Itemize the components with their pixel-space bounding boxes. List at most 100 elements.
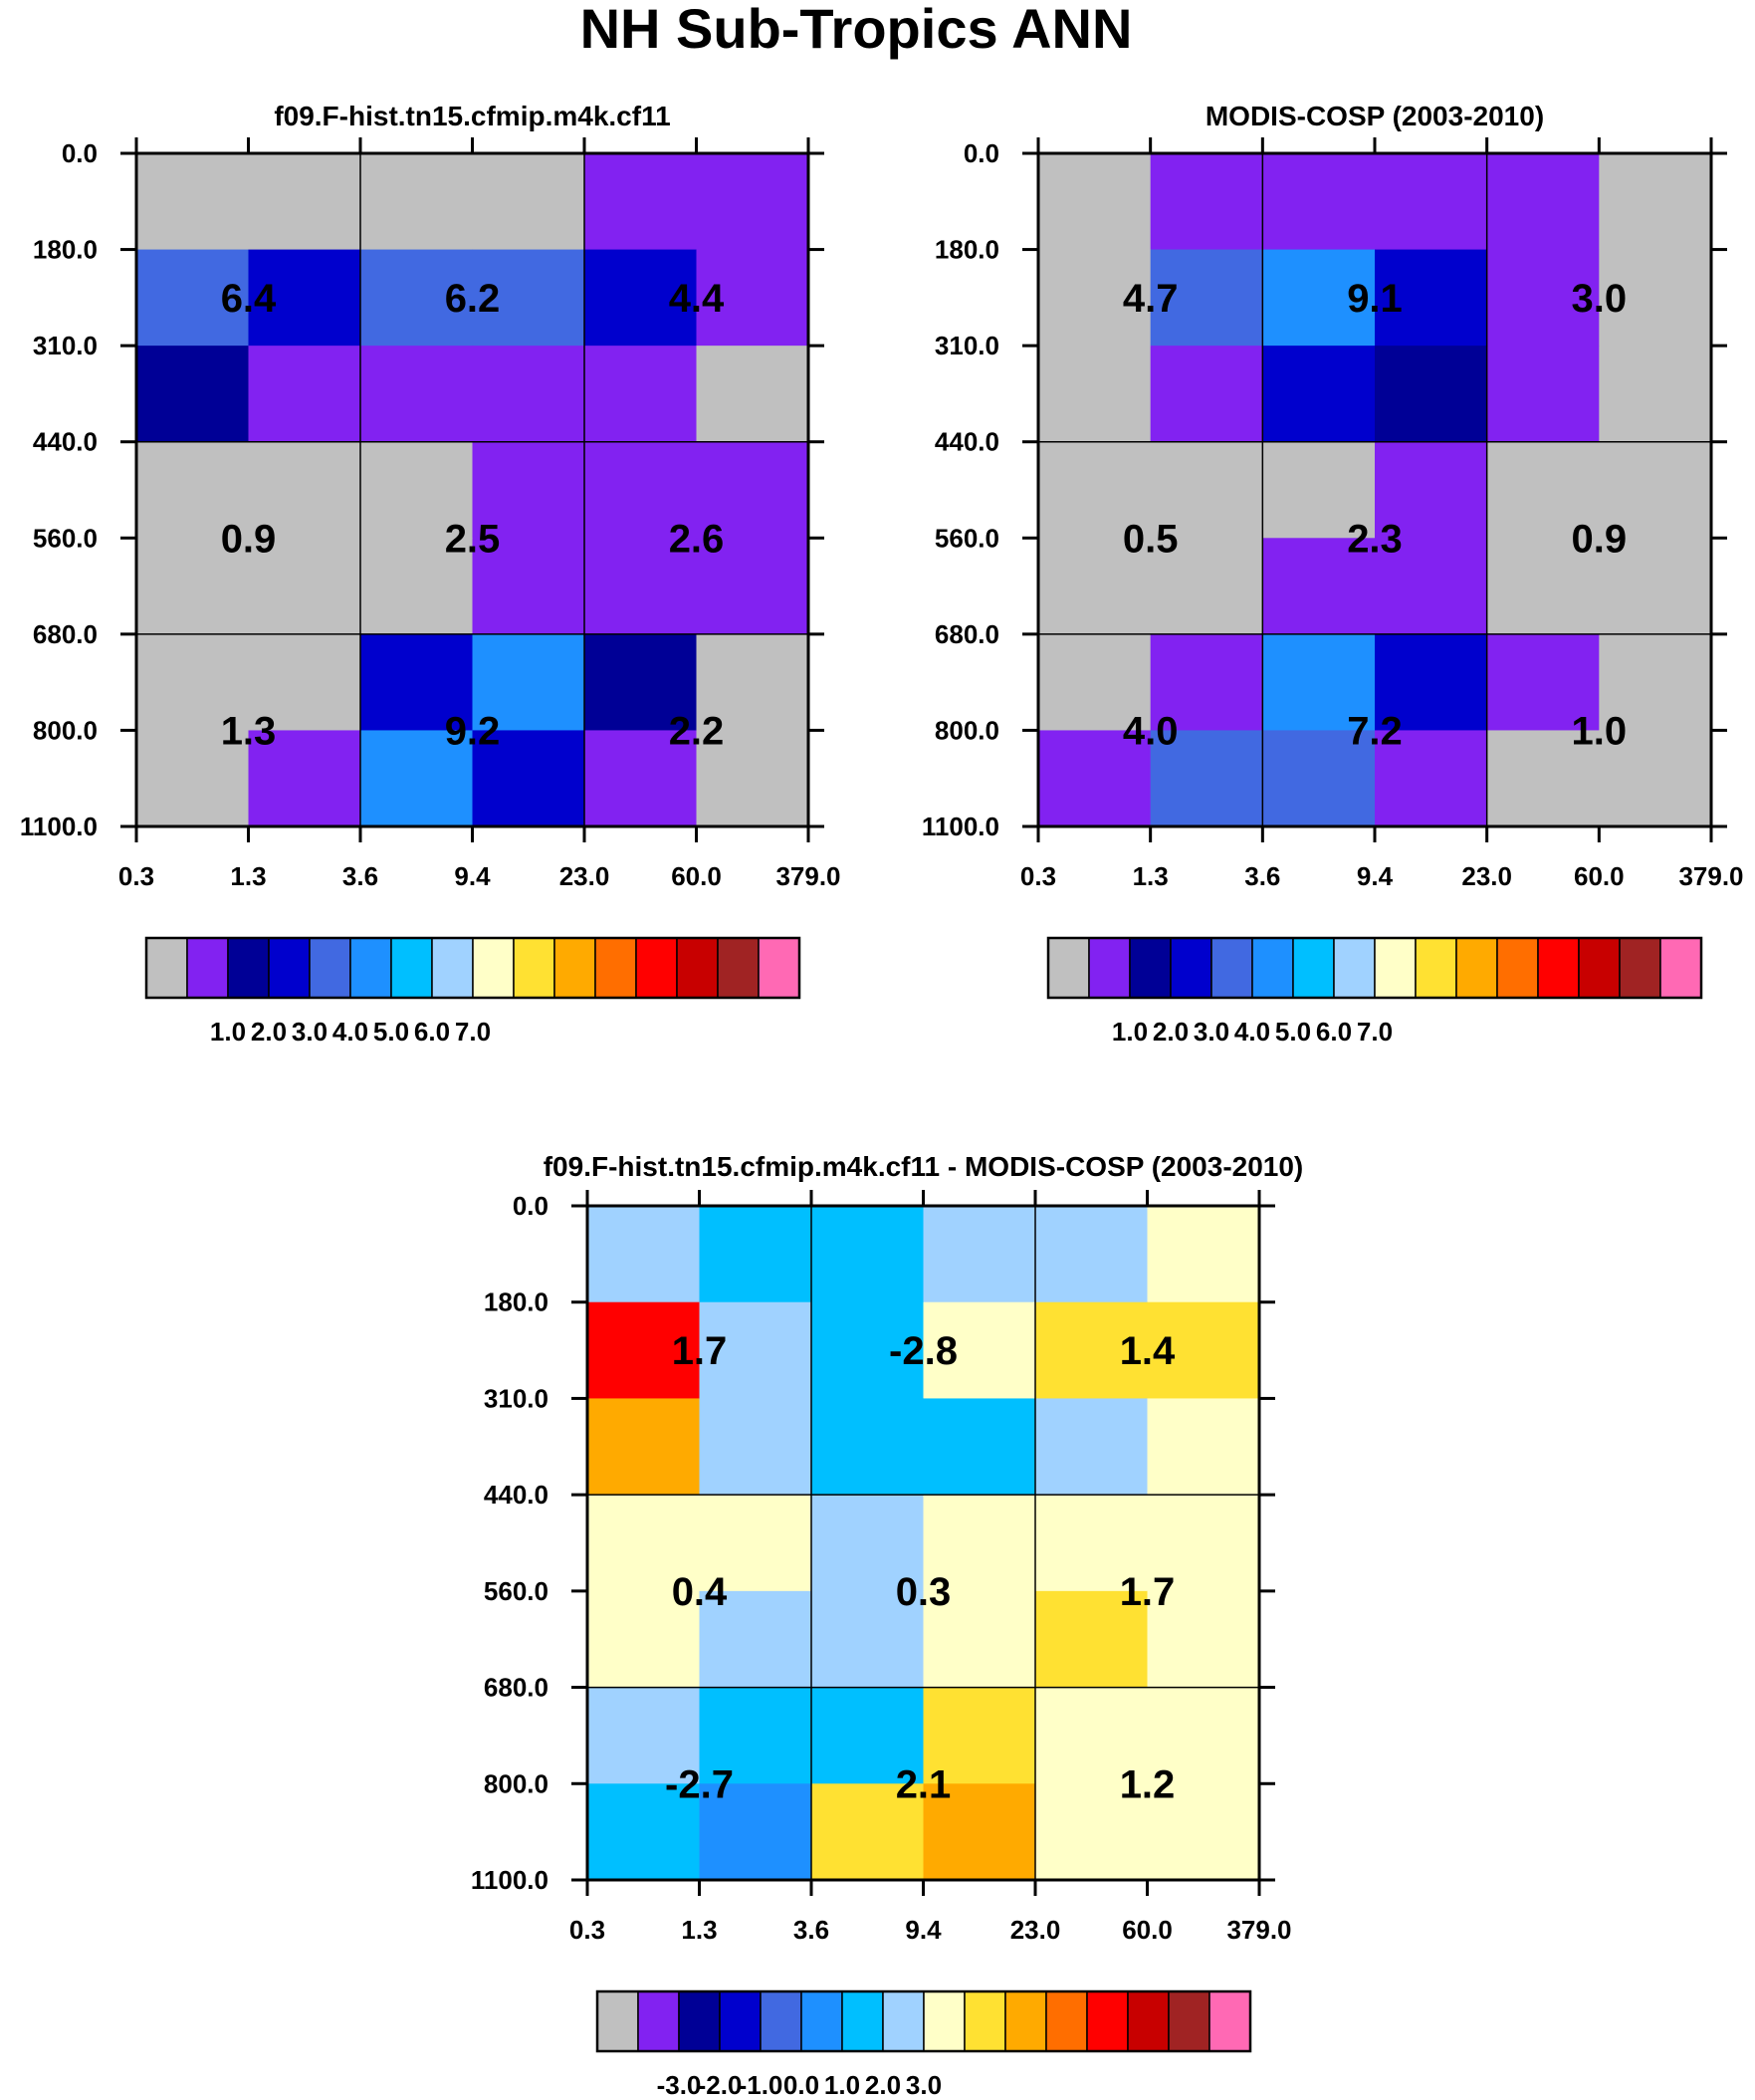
heatmap-cell [699,1398,812,1496]
colorbar-box [1659,937,1702,999]
heatmap-cell [1035,1687,1149,1784]
heatmap-cell [1262,346,1376,443]
block-value-label: 2.1 [896,1762,952,1806]
colorbar-tick-label: -1.0 [739,2070,783,2100]
heatmap-cell [584,249,698,347]
colorbar-box [431,937,474,999]
heatmap-cell [1038,633,1152,732]
heatmap-cell [472,633,585,732]
block-value-label: 3.0 [1572,277,1628,321]
heatmap-cell [584,153,698,251]
colorbar-box [1578,937,1621,999]
heatmap-cell [248,441,361,539]
heatmap-cell [1035,1783,1149,1881]
heatmap-cell [1262,633,1376,732]
block-value-label: 1.0 [1572,709,1628,753]
heatmap-cell [699,1301,812,1400]
heatmap-cell [1035,1590,1149,1689]
block-value-label: -2.7 [665,1762,734,1806]
x-tick-label: 23.0 [1010,1915,1061,1945]
heatmap-cell [136,346,250,443]
colorbar-frame [595,1989,1252,2053]
heatmap-cell [1035,1301,1149,1400]
colorbar-box [186,937,229,999]
heatmap-cell [1599,346,1712,443]
block-value-label: 9.2 [445,709,501,753]
heatmap-cell [587,1398,701,1496]
colorbar-box [596,1990,639,2052]
heatmap-cell [1375,153,1488,251]
colorbar-tick-label: 7.0 [1357,1017,1393,1047]
heatmap-cell [1147,1590,1260,1689]
x-tick-label: 3.6 [1244,861,1280,891]
colorbar-frame [1046,936,1703,1000]
colorbar-box [1455,937,1498,999]
heatmap-cell [1486,633,1600,732]
block-value-label: 1.7 [1120,1570,1176,1614]
heatmap-cell [1599,633,1712,732]
y-tick-label: 0.0 [964,138,999,168]
colorbar-tick-label: 1.0 [1112,1017,1148,1047]
heatmap-cell [811,1590,925,1689]
heatmap-cell [248,730,361,827]
colorbar-box [760,1990,802,2052]
heatmap-cell [811,1301,925,1400]
x-tick-label: 60.0 [1122,1915,1173,1945]
heatmap-cell [1375,633,1488,732]
colorbar-tick-label: 2.0 [865,2070,901,2100]
heatmap-cell [1150,441,1263,539]
heatmap-cell [136,441,250,539]
heatmap-cell [696,538,809,635]
colorbar-box [1170,937,1212,999]
heatmap-cell [1486,538,1600,635]
x-tick-label: 1.3 [681,1915,717,1945]
heatmap-cell [360,346,474,443]
heatmap-cell [472,346,585,443]
obs-panel-title: MODIS-COSP (2003-2010) [1206,101,1544,131]
colorbar-box [1210,937,1253,999]
heatmap-cell [1150,730,1263,827]
heatmap-cell [1035,1398,1149,1496]
y-tick-label: 180.0 [33,235,98,265]
heatmap-cell [1486,441,1600,539]
y-tick-label: 310.0 [33,331,98,360]
heatmap-cell [1147,1301,1260,1400]
y-tick-label: 440.0 [935,427,999,457]
heatmap-cell [1150,153,1263,251]
colorbar-box [513,937,555,999]
colorbar-tick-label: -2.0 [698,2070,743,2100]
y-tick-label: 560.0 [935,523,999,553]
y-tick-label: 680.0 [33,619,98,649]
heatmap-cell [1262,538,1376,635]
heatmap-cell [1035,1206,1149,1303]
block-value-label: 6.2 [445,277,501,321]
y-tick-label: 1100.0 [471,1865,548,1895]
colorbar-tick-label: 1.0 [210,1017,246,1047]
colorbar-box [882,1990,925,2052]
x-tick-label: 60.0 [1574,861,1625,891]
y-tick-label: 180.0 [484,1287,548,1317]
y-tick-label: 180.0 [935,235,999,265]
colorbar-box [1292,937,1335,999]
block-value-label: -2.8 [889,1329,958,1373]
heatmap-cell [1375,249,1488,347]
y-tick-label: 440.0 [33,427,98,457]
heatmap-cell [584,730,698,827]
colorbar-tick-label: 5.0 [1275,1017,1311,1047]
heatmap-cell [696,346,809,443]
heatmap-cell [136,249,250,347]
figure-title: NH Sub-Tropics ANN [580,0,1133,60]
heatmap-cell [696,249,809,347]
heatmap-cell [1375,346,1488,443]
heatmap-cell [587,1495,701,1592]
heatmap-cell [1375,538,1488,635]
heatmap-cell [811,1687,925,1784]
x-tick-label: 9.4 [454,861,491,891]
colorbar-box [964,1990,1006,2052]
heatmap-cell [923,1206,1036,1303]
heatmap-cell [1038,441,1152,539]
colorbar-tick-label: 4.0 [332,1017,368,1047]
heatmap-cell [696,153,809,251]
heatmap-cell [587,1206,701,1303]
